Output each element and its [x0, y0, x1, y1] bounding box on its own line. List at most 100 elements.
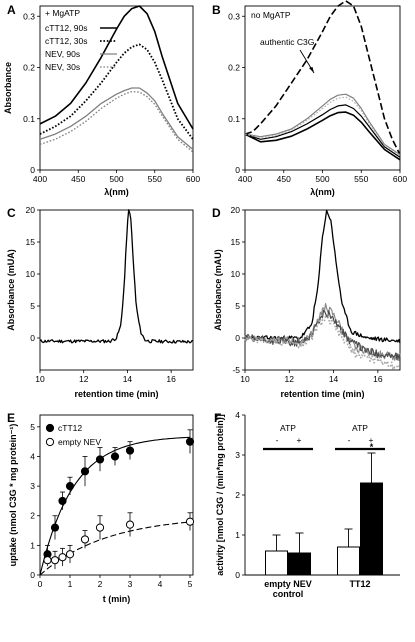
plot-frame [244, 209, 401, 371]
bar-2 [288, 552, 311, 576]
y-tick-label: 0.1 [228, 114, 240, 124]
panel-e: 0 1 2 3 4 5 0 1 2 3 4 5 t (min) uptake (nmol C3G * mg… [8, 414, 195, 604]
annotation-authentic-c3g: authentic C3G [260, 37, 314, 47]
x-tick-label: 4 [158, 579, 163, 589]
y-tick-label: 0 [30, 165, 35, 175]
data-point [80, 467, 90, 476]
series-line-2 [39, 43, 194, 140]
x-tick-label: 500 [315, 174, 329, 184]
series-line-3 [39, 87, 194, 150]
panel-label-b: B [212, 3, 221, 17]
x-tick-label: 12 [285, 374, 295, 384]
data-point [43, 556, 52, 565]
x-tick-label: 400 [238, 174, 252, 184]
panel-label-d: D [212, 206, 221, 220]
legend-label-1: cTT12 [58, 423, 82, 433]
plot-frame [39, 209, 194, 371]
y-tick-label: 10 [26, 269, 36, 279]
atp-plus-1: + [297, 435, 302, 445]
legend-label-3: NEV, 90s [45, 49, 80, 59]
y-axis-label: Absorbance (mAU) [213, 249, 223, 331]
x-tick-label: 10 [240, 374, 250, 384]
x-tick-label: 16 [166, 374, 176, 384]
y-tick-label: 2 [235, 490, 240, 500]
x-tick-label: 14 [329, 374, 339, 384]
data-point [58, 553, 67, 562]
y-tick-label: 0.1 [23, 114, 35, 124]
group-label-1: empty NEV [264, 579, 312, 589]
legend-label-4: NEV, 30s [45, 62, 80, 72]
y-axis-label: uptake (nmol C3G * mg protein⁻¹) [8, 424, 18, 567]
x-tick-label: 3 [128, 579, 133, 589]
series-line-4 [244, 111, 401, 161]
x-tick-label: 550 [354, 174, 368, 184]
legend-label-2: cTT12, 30s [45, 36, 88, 46]
x-tick-label: 500 [109, 174, 123, 184]
panel-label-f: F [214, 411, 221, 425]
legend-marker-1 [45, 423, 55, 433]
atp-label-2: ATP [352, 423, 368, 433]
y-tick-label: 0.3 [23, 11, 35, 21]
x-tick-label: 550 [148, 174, 162, 184]
charts-layer: 400 450 500 550 60000.10.20.3λ(nm)Absorbance… [3, 0, 407, 604]
y-tick-label: 0.3 [228, 11, 240, 21]
legend-label-1: cTT12, 90s [45, 23, 88, 33]
x-tick-label: 10 [35, 374, 45, 384]
atp-minus-2: - [348, 435, 351, 445]
bar-3 [337, 546, 360, 576]
y-tick-label: 0.2 [228, 63, 240, 73]
x-tick-label: 450 [71, 174, 85, 184]
y-axis-label: activity [nmol C3G / (min*mg protein)] [215, 414, 225, 576]
y-tick-label: 1 [235, 530, 240, 540]
y-tick-label: 0.2 [23, 63, 35, 73]
series-line-1 [244, 209, 401, 344]
data-point [95, 455, 105, 464]
y-tick-label: 4 [235, 410, 240, 420]
panel-label-c: C [7, 206, 16, 220]
x-tick-label: 600 [186, 174, 200, 184]
annotation-mgatp: + MgATP [45, 8, 80, 18]
y-tick-label: 0 [235, 165, 240, 175]
panel-c: 10 12 14 16 0 5 10 15 20 retention time (min) Abso… [6, 205, 194, 399]
y-axis-label: Absorbance [3, 62, 13, 114]
series-line-1 [244, 0, 401, 155]
x-axis-label: retention time (min) [280, 389, 364, 399]
series-line-4 [244, 315, 401, 370]
y-tick-label: 3 [235, 450, 240, 460]
data-point [50, 556, 60, 565]
x-tick-label: 450 [277, 174, 291, 184]
series-line-1 [39, 5, 194, 130]
data-point [185, 517, 195, 526]
y-tick-label: 15 [231, 237, 241, 247]
x-tick-label: 0 [38, 579, 43, 589]
data-point [95, 523, 105, 532]
series-line-3 [244, 104, 401, 158]
legend-label-2: empty NEV [58, 437, 101, 447]
y-tick-label: 1 [30, 540, 35, 550]
x-tick-label: 600 [393, 174, 407, 184]
data-point [65, 550, 75, 559]
legend-marker-2 [45, 437, 55, 447]
panel-f: 0 1 2 3 4 activity [nmol C3G / (min*mg protei… [215, 410, 400, 599]
x-axis-label: λ(nm) [310, 187, 335, 197]
plot-frame [39, 414, 194, 576]
y-tick-label: 0 [30, 570, 35, 580]
x-tick-label: 16 [373, 374, 383, 384]
y-tick-label: 0 [30, 333, 35, 343]
y-tick-label: 3 [30, 481, 35, 491]
y-tick-label: 10 [231, 269, 241, 279]
bar-4 [360, 482, 383, 576]
data-point [58, 496, 67, 506]
y-tick-label: 15 [26, 237, 36, 247]
panel-label-e: E [7, 411, 15, 425]
y-tick-label: 4 [30, 451, 35, 461]
data-point [80, 535, 90, 544]
series-line-5 [244, 96, 401, 157]
y-axis-label: Absorbance (mUA) [6, 249, 16, 331]
data-point [110, 452, 120, 461]
annotation-no-mgatp: no MgATP [251, 10, 291, 20]
panel-b: 400 450 500 550 600 0 0.1 0.2 0.3 λ(nm) no MgATP au… [228, 0, 407, 197]
y-tick-label: 5 [30, 301, 35, 311]
group-label-2: TT12 [349, 579, 370, 589]
y-tick-label: -5 [232, 365, 240, 375]
